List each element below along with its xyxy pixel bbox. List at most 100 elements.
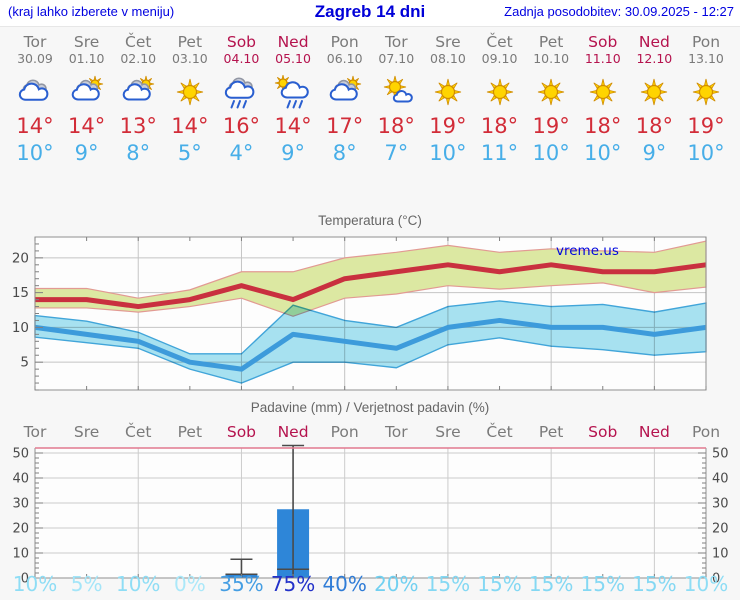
sun-cloud-icon — [61, 75, 113, 109]
grid-lines — [35, 448, 706, 578]
sun-icon — [628, 75, 680, 109]
precip-probability: 0% — [173, 572, 206, 596]
precip-probability: 5% — [70, 572, 103, 596]
low-temp: 8° — [332, 141, 357, 165]
precip-probability: 10% — [12, 572, 58, 596]
day-name: Tor — [23, 33, 47, 51]
forecast-day-column[interactable]: Pon 13.10 19° 10° — [680, 34, 732, 166]
day-date: 02.10 — [120, 51, 157, 66]
day-date: 04.10 — [223, 51, 260, 66]
high-temp: 16° — [222, 114, 261, 138]
day-name: Sob — [226, 33, 257, 51]
day-name: Pon — [330, 33, 359, 51]
day-date: 10.10 — [533, 51, 570, 66]
last-update: Zadnja posodobitev: 30.09.2025 - 12:27 — [504, 4, 734, 19]
forecast-day-column[interactable]: Tor 07.10 18° 7° — [370, 34, 422, 166]
day-date: 06.10 — [326, 51, 363, 66]
forecast-day-column[interactable]: Čet 02.10 13° 8° — [112, 34, 164, 166]
day-name: Čet — [125, 33, 152, 51]
day-name: Sob — [588, 33, 618, 51]
high-temp: 19° — [687, 114, 725, 138]
day-date: 30.09 — [17, 51, 53, 66]
high-temp: 19° — [532, 114, 570, 138]
precip-day-label: Sre — [435, 423, 461, 441]
day-name: Pet — [538, 33, 564, 51]
high-temp: 18° — [377, 114, 415, 138]
sun-icon — [577, 75, 629, 109]
svg-text:20: 20 — [12, 250, 29, 266]
forecast-day-column[interactable]: Pet 10.10 19° 10° — [525, 34, 577, 166]
forecast-day-column[interactable]: Ned 12.10 18° 9° — [628, 34, 680, 166]
precip-probability: 15% — [580, 572, 625, 596]
svg-text:20: 20 — [712, 522, 729, 537]
day-date: 03.10 — [171, 51, 208, 66]
sun-icon — [525, 75, 577, 109]
svg-text:30: 30 — [712, 497, 729, 512]
axis-ticks — [34, 237, 707, 391]
svg-text:40: 40 — [712, 472, 729, 487]
low-temp: 10° — [16, 141, 54, 165]
rain-icon — [215, 75, 267, 109]
low-temp: 4° — [229, 141, 254, 165]
day-date: 05.10 — [275, 51, 311, 66]
sun-icon — [680, 75, 732, 109]
forecast-day-column[interactable]: Pon 06.10 17° 8° — [319, 34, 371, 166]
precip-probability: 15% — [477, 572, 522, 596]
precip-day-label: Sre — [73, 423, 100, 441]
forecast-day-column[interactable]: Sre 01.10 14° 9° — [61, 34, 113, 166]
high-temp: 17° — [326, 114, 364, 138]
max-temp-line — [35, 262, 707, 310]
day-date: 07.10 — [378, 51, 415, 66]
low-temp: 7° — [384, 141, 409, 165]
low-temp: 8° — [126, 141, 151, 165]
y-axis-labels: 5 10 15 20 — [12, 250, 29, 370]
day-name: Sre — [73, 33, 100, 51]
high-temp: 18° — [480, 114, 519, 138]
svg-text:15: 15 — [12, 285, 29, 301]
day-date: 12.10 — [636, 51, 673, 66]
precip-day-label: Ned — [638, 423, 670, 441]
y-axis-labels: 0 0 10 10 20 20 30 30 40 40 50 50 — [12, 447, 728, 587]
forecast-day-column[interactable]: Tor 30.09 14° 10° — [9, 34, 61, 166]
sun-icon — [164, 75, 216, 109]
high-temp: 14° — [16, 114, 54, 138]
forecast-day-column[interactable]: Sob 04.10 16° 4° — [215, 34, 267, 166]
page-title: Zagreb 14 dni — [314, 2, 426, 21]
precip-probability: 35% — [219, 572, 264, 596]
precip-day-label: Pet — [177, 423, 203, 441]
day-name: Tor — [384, 33, 408, 51]
high-temp: 18° — [584, 114, 622, 138]
forecast-day-column[interactable]: Sre 08.10 19° 10° — [422, 34, 474, 166]
svg-text:0: 0 — [21, 572, 29, 587]
sun-icon — [474, 75, 526, 109]
precip-day-label: Sob — [588, 423, 618, 441]
precip-probability: 15% — [528, 572, 574, 596]
svg-text:10: 10 — [12, 547, 29, 562]
precip-probability: 75% — [270, 572, 316, 596]
precip-probability: 20% — [374, 572, 419, 596]
forecast-day-column[interactable]: Sob 11.10 18° 10° — [577, 34, 629, 166]
high-temp: 14° — [274, 114, 312, 138]
forecast-day-column[interactable]: Čet 09.10 18° 11° — [474, 34, 526, 166]
sun-icon — [422, 75, 474, 109]
high-temp: 19° — [429, 114, 467, 138]
precip-day-label: Čet — [125, 423, 152, 441]
low-temp: 5° — [177, 141, 202, 165]
precip-probability: 15% — [425, 572, 471, 596]
low-temp: 11° — [480, 141, 519, 165]
forecast-day-column[interactable]: Pet 03.10 14° 5° — [164, 34, 216, 166]
precip-day-label: Pon — [691, 423, 721, 441]
precip-day-label: Tor — [23, 423, 47, 441]
precip-day-label: Pet — [538, 423, 564, 441]
temperature-chart-title: Temperatura (°C) — [318, 213, 422, 228]
sun-rain-icon — [267, 74, 319, 109]
forecast-day-column[interactable]: Ned 05.10 14° 9° — [267, 34, 319, 166]
precip-day-label: Ned — [277, 423, 309, 441]
high-temp: 14° — [171, 114, 209, 138]
precip-probability: 40% — [322, 572, 367, 596]
precip-probability: 10% — [115, 572, 161, 596]
day-name: Sre — [435, 33, 461, 51]
low-temp: 10° — [687, 141, 725, 165]
watermark-link[interactable]: vreme.us — [556, 243, 619, 259]
precip-probability: 10% — [683, 572, 729, 596]
